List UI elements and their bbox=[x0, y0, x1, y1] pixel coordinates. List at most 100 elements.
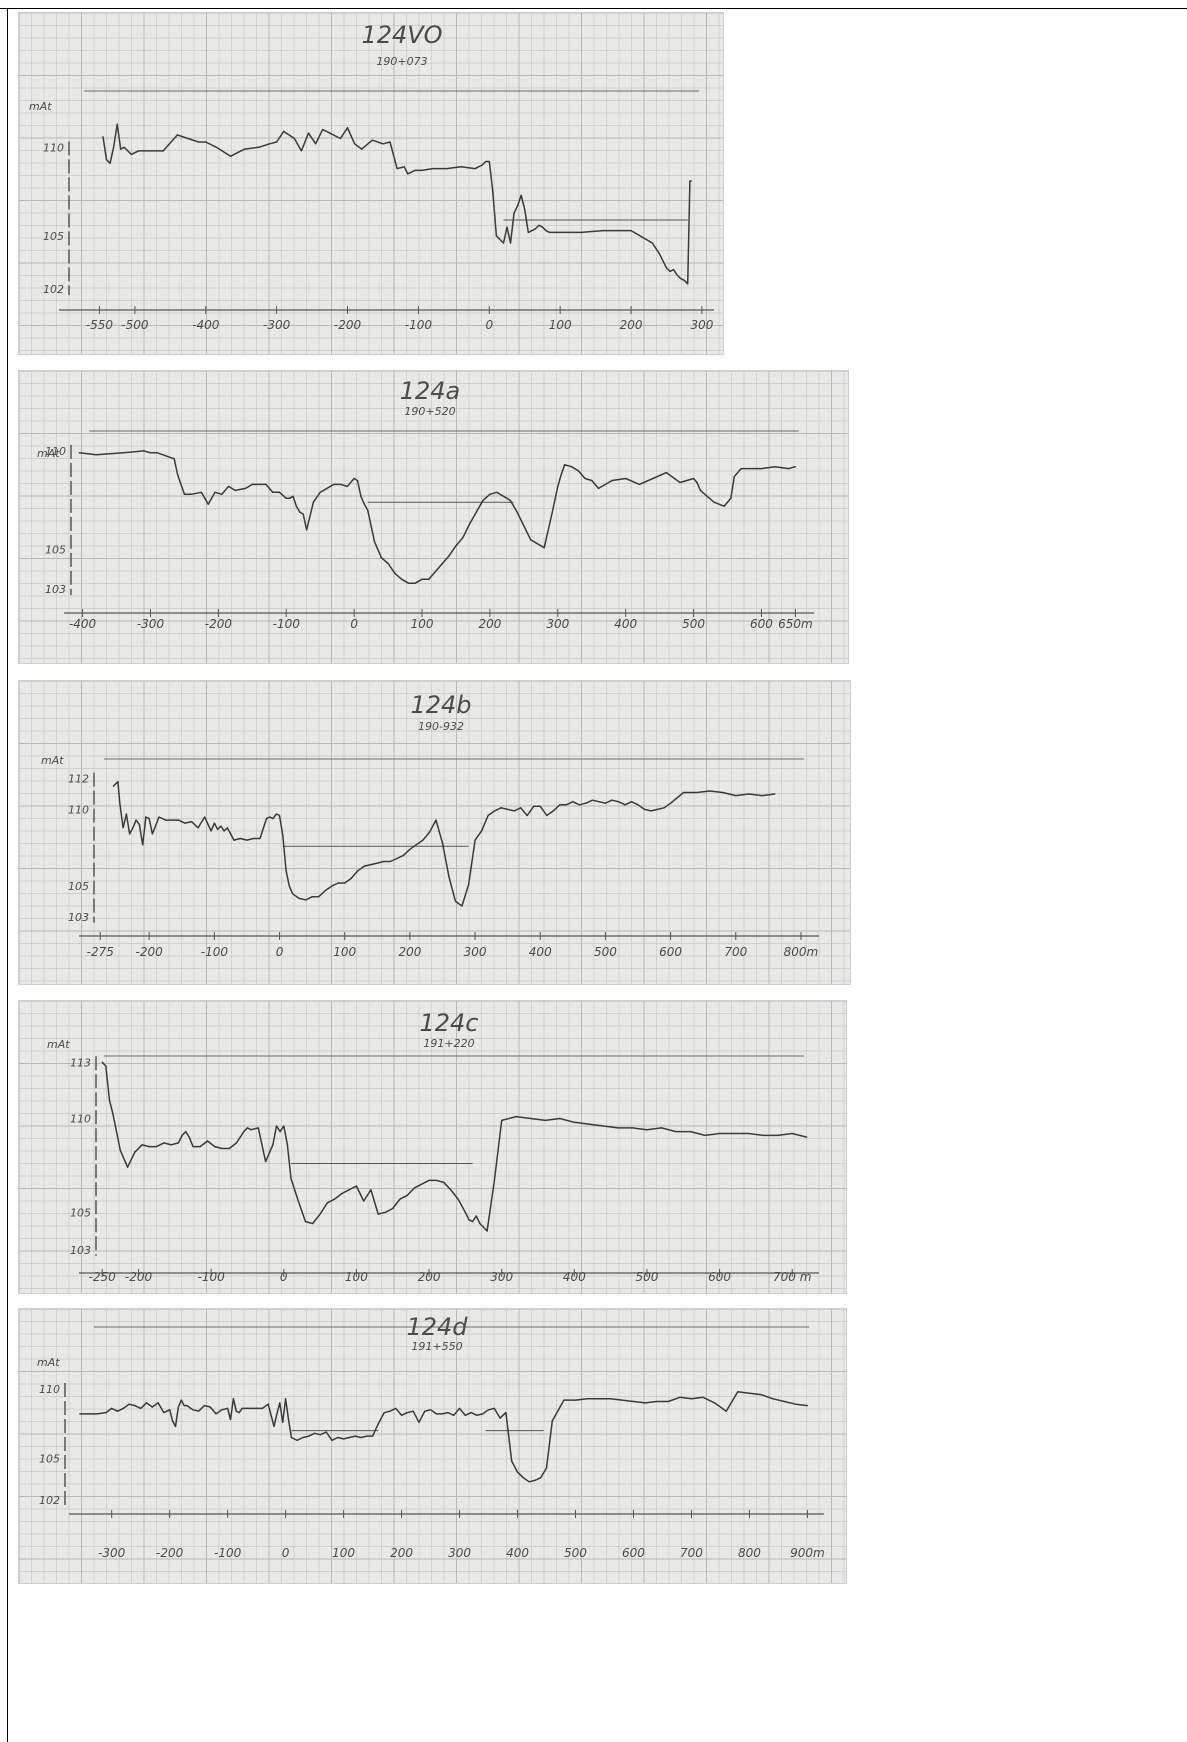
x-tick-label: 400 bbox=[563, 1270, 586, 1284]
profile-point bbox=[488, 160, 490, 163]
profile-point bbox=[462, 537, 464, 539]
profile-point bbox=[206, 1140, 209, 1142]
profile-point bbox=[687, 283, 689, 285]
x-tick-label: 200 bbox=[620, 318, 643, 332]
profile-point bbox=[334, 1198, 336, 1200]
y-tick-label: 105 bbox=[43, 230, 64, 243]
profile-point bbox=[128, 1403, 130, 1405]
profile-point bbox=[187, 137, 189, 140]
profile-point bbox=[272, 1144, 274, 1146]
profile-point bbox=[276, 1413, 278, 1415]
profile-point bbox=[295, 505, 297, 507]
profile-point bbox=[495, 235, 497, 237]
profile-point bbox=[412, 1410, 414, 1412]
profile-point bbox=[748, 1392, 751, 1394]
profile-point bbox=[430, 1409, 432, 1411]
x-tick-label: 600 bbox=[750, 617, 773, 631]
profile-point bbox=[377, 1213, 379, 1215]
profile-point bbox=[545, 230, 547, 232]
profile-point bbox=[156, 452, 158, 454]
profile-point bbox=[192, 1409, 194, 1411]
profile-point bbox=[580, 231, 583, 233]
x-tick-label: 400 bbox=[529, 945, 552, 959]
profile-point bbox=[282, 1421, 284, 1423]
profile-point bbox=[511, 1460, 513, 1462]
profile-point bbox=[527, 231, 529, 233]
profile-point bbox=[78, 452, 80, 454]
profile-point bbox=[499, 1417, 501, 1419]
profile-point bbox=[96, 1413, 98, 1415]
profile-point bbox=[366, 1435, 368, 1437]
profile-point bbox=[475, 511, 477, 513]
profile-point bbox=[665, 472, 668, 474]
profile-point bbox=[470, 1412, 472, 1414]
profile-point bbox=[251, 483, 253, 485]
profile-point bbox=[740, 468, 742, 470]
chart-panel-124a: 124a 190+520 mAt 110 105 103 -400 -300 -200 -100 0… bbox=[18, 370, 849, 664]
profile-point bbox=[113, 146, 115, 148]
profile-point bbox=[545, 1467, 548, 1469]
profile-point bbox=[657, 808, 659, 810]
x-tick-label: -200 bbox=[334, 318, 362, 332]
profile-point bbox=[559, 804, 561, 806]
x-tick-label: 800 bbox=[738, 1546, 761, 1560]
profile-point bbox=[578, 804, 581, 806]
profile-point bbox=[546, 814, 548, 817]
profile-point bbox=[197, 827, 199, 829]
profile-point bbox=[177, 474, 179, 476]
profile-point bbox=[774, 793, 776, 795]
profile-point bbox=[507, 808, 509, 810]
profile-point bbox=[783, 1400, 785, 1403]
profile-point bbox=[129, 833, 131, 835]
profile-point bbox=[382, 143, 384, 145]
x-tick-label: 300 bbox=[546, 617, 569, 631]
profile-point bbox=[376, 862, 378, 864]
profile-point bbox=[394, 572, 396, 574]
profile-point bbox=[541, 226, 544, 228]
profile-point bbox=[127, 1166, 129, 1168]
graph-paper-bg bbox=[19, 13, 723, 354]
profile-point bbox=[190, 493, 192, 495]
profile-point bbox=[806, 1136, 808, 1138]
profile-point bbox=[204, 816, 206, 818]
profile-point bbox=[278, 814, 281, 817]
profile-point bbox=[492, 191, 494, 193]
x-tick-label: -100 bbox=[273, 617, 301, 631]
profile-point bbox=[215, 1413, 217, 1415]
chart-svg-124vo: 124VO 190+073 mAt 110 105 102 -550 -500 -400 -300… bbox=[19, 13, 723, 354]
profile-point bbox=[184, 822, 186, 824]
profile-point bbox=[679, 1396, 681, 1398]
profile-point bbox=[383, 860, 385, 863]
profile-point bbox=[268, 143, 271, 145]
profile-point bbox=[130, 153, 132, 155]
x-tick-label: 700 bbox=[680, 1546, 703, 1560]
profile-point bbox=[650, 810, 652, 812]
graph-paper-bg bbox=[19, 681, 850, 984]
profile-point bbox=[560, 474, 562, 476]
profile-point bbox=[105, 159, 108, 161]
profile-point bbox=[116, 123, 118, 125]
profile-point bbox=[422, 839, 424, 841]
profile-point bbox=[361, 148, 363, 150]
profile-point bbox=[407, 582, 409, 584]
profile-point bbox=[791, 1132, 793, 1135]
profile-point bbox=[660, 1127, 663, 1129]
profile-point bbox=[360, 1436, 362, 1439]
profile-point bbox=[401, 578, 403, 580]
x-tick-label: 800m bbox=[784, 945, 819, 959]
profile-point bbox=[534, 1479, 536, 1481]
profile-point bbox=[312, 1222, 314, 1225]
profile-point bbox=[714, 1402, 716, 1404]
profile-point bbox=[258, 483, 260, 485]
profile-point bbox=[156, 1146, 158, 1148]
x-tick-label: 300 bbox=[690, 318, 713, 332]
profile-point bbox=[689, 180, 691, 182]
profile-point bbox=[588, 1123, 590, 1125]
profile-point bbox=[516, 511, 518, 513]
profile-point bbox=[215, 146, 217, 148]
profile-point bbox=[314, 1432, 316, 1434]
x-tick-label: 300 bbox=[448, 1546, 471, 1560]
profile-point bbox=[414, 582, 416, 584]
profile-point bbox=[460, 166, 462, 168]
